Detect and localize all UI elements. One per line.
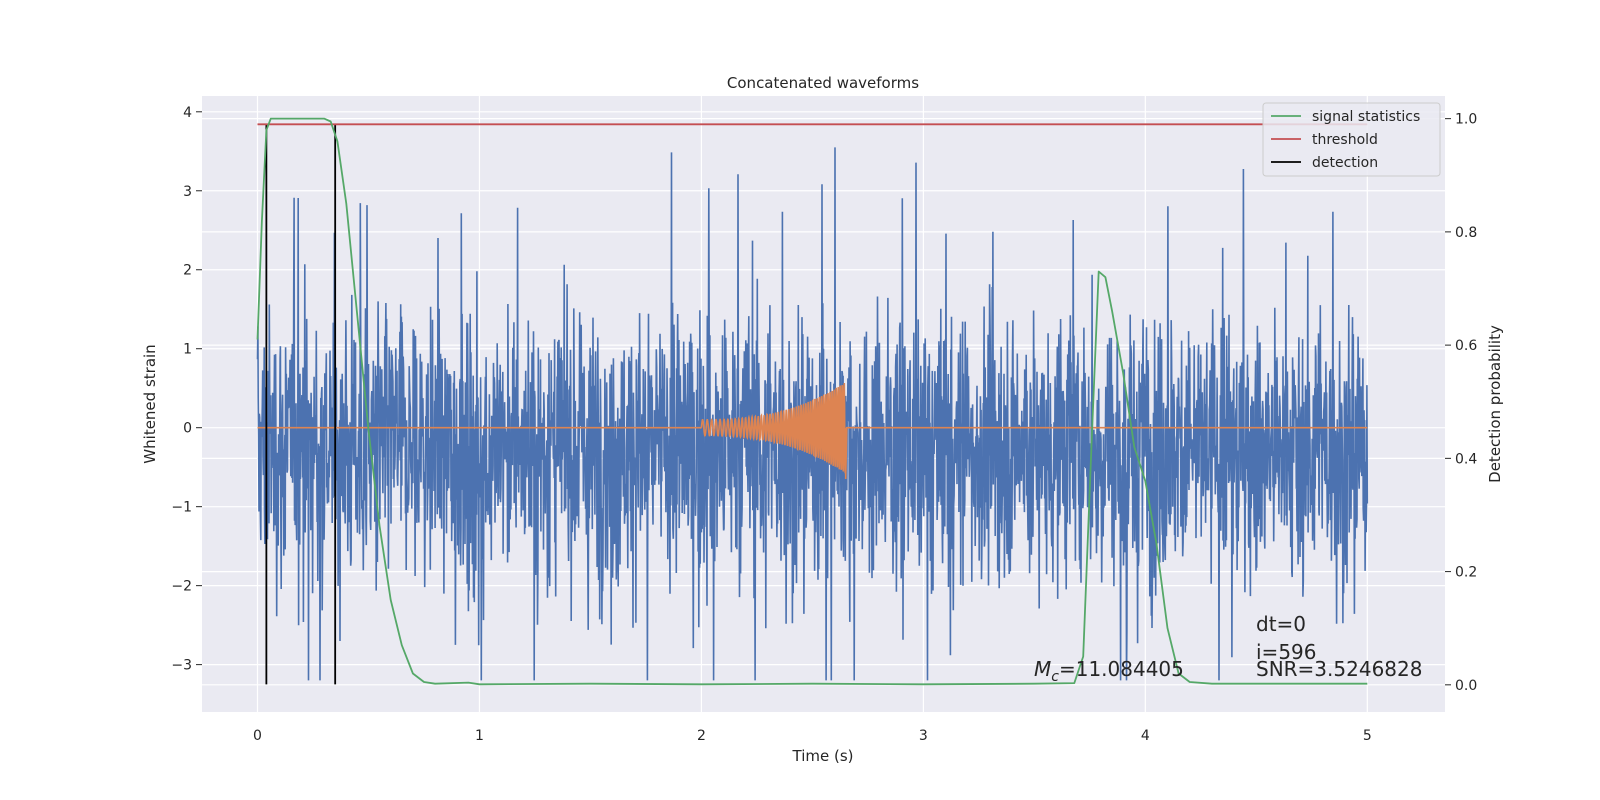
annotation-index: i=596 xyxy=(1256,640,1317,664)
series-injected-chirp xyxy=(257,382,1368,480)
y-axis-label: Whitened strain xyxy=(141,344,159,463)
y-tick-label: 2 xyxy=(183,263,192,279)
x-tick-label: 0 xyxy=(253,728,262,744)
y-tick-label: 1 xyxy=(183,342,192,358)
y-right-tick-label: 0.0 xyxy=(1455,678,1477,694)
series-line-whitened-noise xyxy=(256,147,1369,681)
y-tick-label: −1 xyxy=(171,500,192,516)
y-right-tick-label: 0.2 xyxy=(1455,565,1477,581)
y-tick-label: 3 xyxy=(183,184,192,200)
x-tick-label: 3 xyxy=(919,728,928,744)
y-tick-label: 0 xyxy=(183,421,192,437)
series-line-signal-statistics xyxy=(256,117,1368,686)
y-right-tick-label: 1.0 xyxy=(1455,112,1477,128)
x-tick-label: 1 xyxy=(475,728,484,744)
series-line-injected-chirp xyxy=(257,382,1368,480)
y-tick-label: 4 xyxy=(183,105,192,121)
x-tick-label: 2 xyxy=(697,728,706,744)
x-tick-label: 4 xyxy=(1141,728,1150,744)
series-signal-statistics xyxy=(256,117,1368,686)
y-tick-label: −2 xyxy=(171,579,192,595)
x-tick-label: 5 xyxy=(1363,728,1372,744)
series-detection xyxy=(265,123,337,685)
legend-label-threshold: threshold xyxy=(1312,132,1378,148)
annotations: dt=0 i=596 SNR=3.5246828 Mc=11.084405 xyxy=(1034,612,1422,685)
y-right-tick-label: 0.6 xyxy=(1455,338,1477,354)
legend: signal statistics threshold detection xyxy=(1262,102,1441,177)
y-axis-right-label: Detection probability xyxy=(1486,325,1504,483)
y-right-tick-label: 0.8 xyxy=(1455,225,1477,241)
annotation-snr: SNR=3.5246828 xyxy=(1256,657,1422,681)
chart-title: Concatenated waveforms xyxy=(727,74,919,92)
annotation-chirp-mass: Mc=11.084405 xyxy=(1034,657,1184,685)
axis-ticks: 0 1 2 3 4 5 −3 −2 −1 0 1 2 3 4 0.0 0.2 0.4 0.6 0.8 1.0 xyxy=(171,105,1477,744)
legend-label-detection: detection xyxy=(1312,155,1378,171)
legend-label-signal-statistics: signal statistics xyxy=(1312,109,1420,125)
annotation-dt: dt=0 xyxy=(1256,612,1306,636)
series-whitened-noise xyxy=(256,147,1369,681)
y-tick-label: −3 xyxy=(171,658,192,674)
legend-box xyxy=(1262,102,1441,177)
y-right-tick-label: 0.4 xyxy=(1455,451,1477,467)
x-axis-label: Time (s) xyxy=(792,747,854,765)
